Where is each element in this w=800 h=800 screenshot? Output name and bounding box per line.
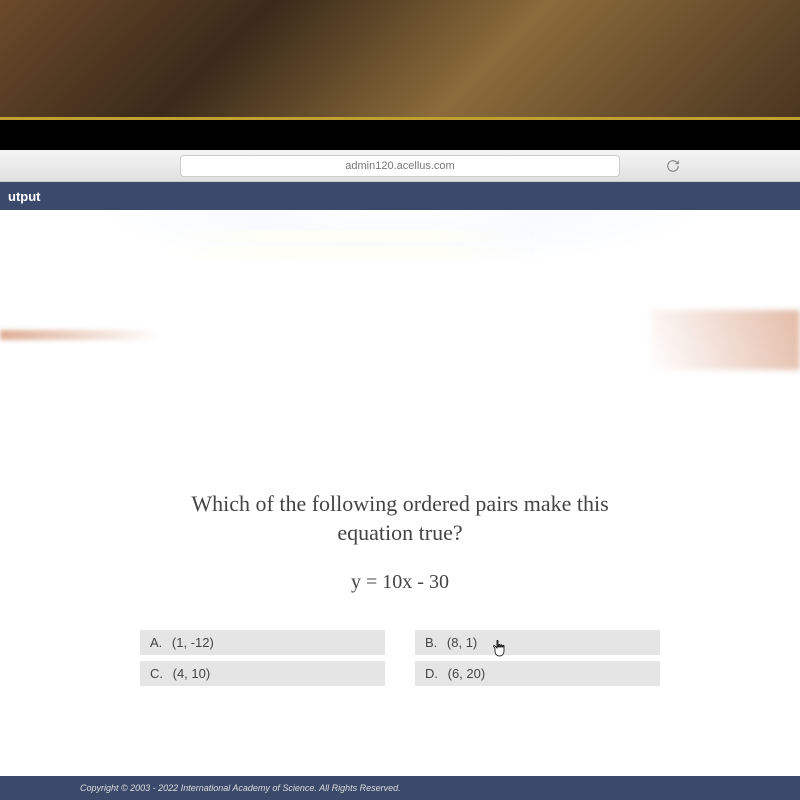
- answer-grid: A. (1, -12) B. (8, 1) C. (4, 10) D. (6, …: [140, 630, 660, 686]
- prompt-line-2: equation true?: [337, 520, 462, 545]
- footer-bar: Copyright © 2003 - 2022 International Ac…: [0, 776, 800, 800]
- answer-option-b[interactable]: B. (8, 1): [415, 630, 660, 655]
- url-text: admin120.acellus.com: [345, 160, 454, 172]
- answer-option-c[interactable]: C. (4, 10): [140, 661, 385, 686]
- screen: admin120.acellus.com utput Which of the …: [0, 150, 800, 800]
- copyright-text: Copyright © 2003 - 2022 International Ac…: [80, 783, 401, 793]
- answer-text: (1, -12): [172, 635, 214, 650]
- browser-toolbar: admin120.acellus.com: [0, 150, 800, 182]
- answer-option-d[interactable]: D. (6, 20): [415, 661, 660, 686]
- answer-option-a[interactable]: A. (1, -12): [140, 630, 385, 655]
- question-prompt: Which of the following ordered pairs mak…: [120, 490, 680, 547]
- monitor-bezel: admin120.acellus.com utput Which of the …: [0, 120, 800, 800]
- answer-text: (8, 1): [447, 635, 477, 650]
- url-bar[interactable]: admin120.acellus.com: [180, 155, 620, 177]
- glare-left: [0, 330, 160, 340]
- prompt-line-1: Which of the following ordered pairs mak…: [191, 491, 608, 516]
- light-reflection: [160, 246, 540, 258]
- nav-tab-output[interactable]: utput: [8, 189, 40, 204]
- answer-letter: C.: [150, 666, 163, 681]
- glare-right: [650, 310, 800, 370]
- app-nav-bar: utput: [0, 182, 800, 210]
- answer-letter: D.: [425, 666, 438, 681]
- content-area: Which of the following ordered pairs mak…: [0, 210, 800, 800]
- equation: y = 10x - 30: [120, 571, 680, 594]
- question-block: Which of the following ordered pairs mak…: [120, 490, 680, 686]
- answer-letter: A.: [150, 635, 162, 650]
- refresh-icon[interactable]: [666, 159, 680, 173]
- answer-letter: B.: [425, 635, 437, 650]
- light-reflection: [160, 230, 540, 242]
- background-photo: [0, 0, 800, 120]
- answer-text: (4, 10): [173, 666, 211, 681]
- answer-text: (6, 20): [448, 666, 486, 681]
